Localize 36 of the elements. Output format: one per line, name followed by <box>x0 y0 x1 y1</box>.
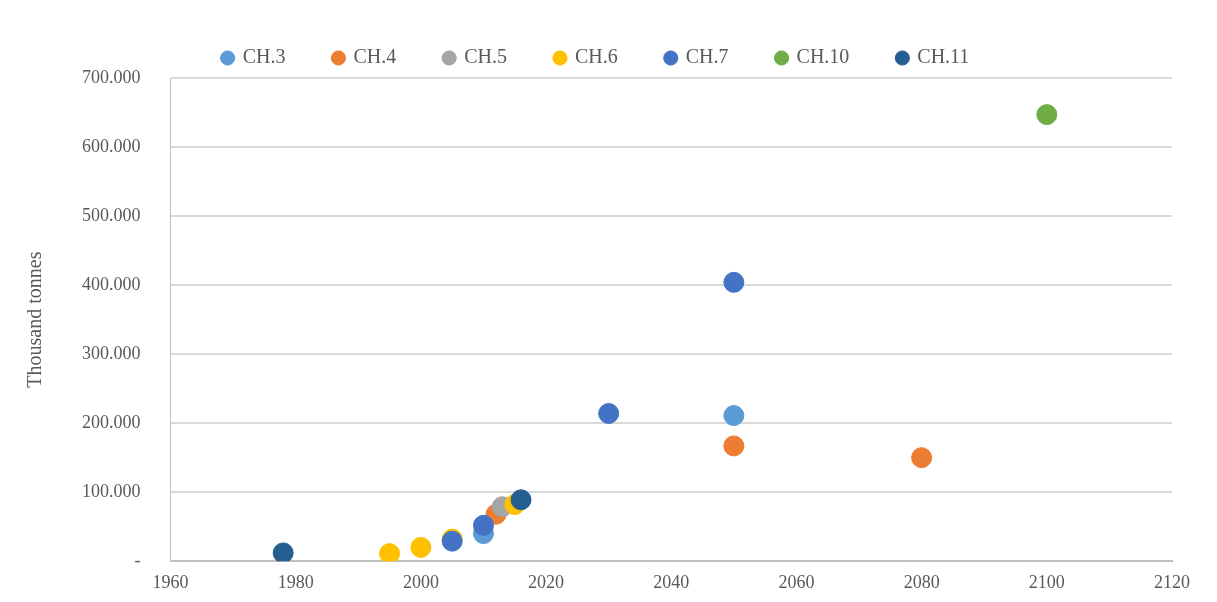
y-tick-label: 400.000 <box>82 273 141 294</box>
y-tick-label: 300.000 <box>82 342 141 363</box>
point <box>723 405 745 427</box>
point <box>272 542 294 562</box>
x-tick-label: 2020 <box>528 571 565 592</box>
point <box>410 536 432 558</box>
y-tick-label: 500.000 <box>82 204 141 225</box>
x-tick-label: 2040 <box>653 571 690 592</box>
legend-label: CH.5 <box>464 45 507 68</box>
point <box>472 514 494 536</box>
x-tick-label: 2000 <box>402 571 439 592</box>
x-tick-label: 2060 <box>778 571 815 592</box>
point <box>723 435 745 457</box>
y-tick-label: - <box>134 549 141 570</box>
point <box>1036 104 1058 126</box>
y-tick-label: 600.000 <box>82 135 141 156</box>
point <box>911 447 933 469</box>
y-axis-title: Thousand tonnes <box>23 251 46 388</box>
y-tick-label: 200.000 <box>82 411 141 432</box>
legend-label: CH.3 <box>242 45 286 68</box>
x-tick-label: 1960 <box>152 571 189 592</box>
x-tick-label: 2080 <box>903 571 940 592</box>
legend-label: CH.11 <box>917 45 970 68</box>
y-tick-label: 700.000 <box>82 66 141 87</box>
point <box>598 402 620 424</box>
point <box>379 543 401 562</box>
legend-label: CH.10 <box>796 45 850 68</box>
legend-label: CH.7 <box>685 45 729 68</box>
x-tick-label: 2120 <box>1154 571 1190 592</box>
legend-label: CH.4 <box>353 45 397 68</box>
legend-label: CH.6 <box>574 45 618 68</box>
x-tick-label: 1980 <box>277 571 314 592</box>
point <box>510 489 532 511</box>
point <box>723 271 745 293</box>
y-tick-label: 100.000 <box>82 480 141 501</box>
x-tick-label: 2100 <box>1028 571 1065 592</box>
